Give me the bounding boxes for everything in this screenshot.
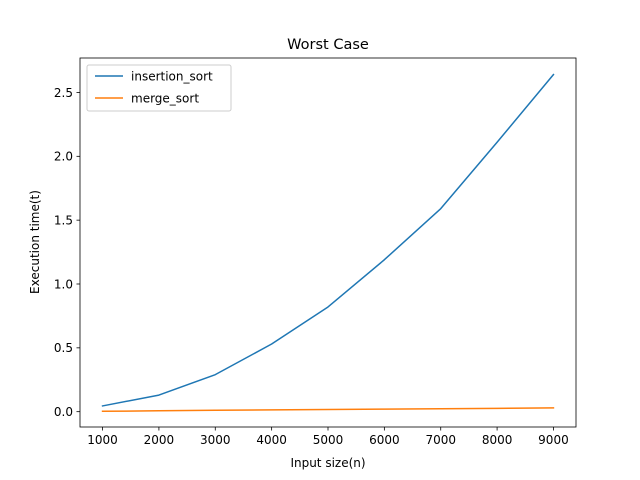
x-tick-label: 8000 [482, 433, 513, 447]
plot-area [80, 58, 576, 427]
legend-entries: insertion_sort merge_sort [95, 69, 213, 105]
plot-frame [79, 57, 577, 428]
legend-label-merge-sort: merge_sort [131, 91, 199, 105]
x-tick-label: 4000 [256, 433, 287, 447]
x-tick-label: 7000 [425, 433, 456, 447]
series-line-merge-sort [101, 407, 555, 413]
x-tick-label: 5000 [313, 433, 344, 447]
legend-label-insertion-sort: insertion_sort [131, 69, 213, 83]
x-tick-label: 2000 [144, 433, 175, 447]
y-axis-ticks: 0.0 0.5 1.0 1.5 2.0 2.5 [54, 86, 80, 419]
y-axis-label: Execution time(t) [28, 190, 42, 294]
x-tick-label: 3000 [200, 433, 231, 447]
series-layer [101, 73, 555, 413]
x-axis-ticks: 1000 2000 3000 4000 5000 6000 7000 8000 9000 [87, 427, 569, 447]
x-axis-label: Input size(n) [290, 456, 365, 470]
y-tick-label: 1.0 [54, 277, 73, 291]
x-tick-label: 9000 [538, 433, 569, 447]
y-tick-label: 2.5 [54, 86, 73, 100]
chart-title: Worst Case [287, 37, 369, 53]
y-tick-label: 0.0 [54, 405, 73, 419]
series-line-insertion-sort [101, 73, 555, 407]
x-tick-label: 1000 [87, 433, 118, 447]
x-tick-label: 6000 [369, 433, 400, 447]
y-tick-label: 0.5 [54, 341, 73, 355]
y-tick-label: 2.0 [54, 150, 73, 164]
y-tick-label: 1.5 [54, 213, 73, 227]
legend: insertion_sort merge_sort [86, 64, 232, 112]
